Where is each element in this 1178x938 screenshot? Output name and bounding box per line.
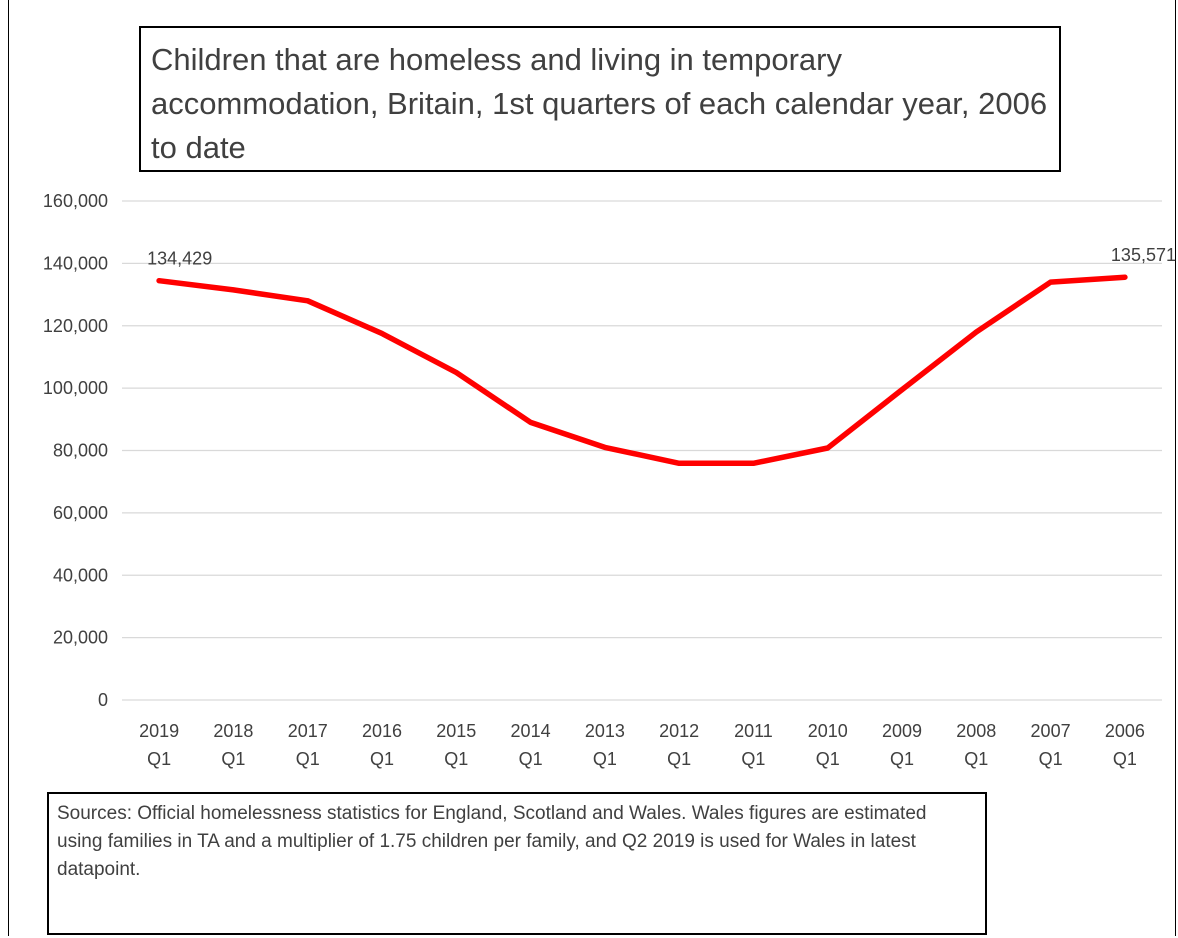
x-tick-label-quarter: Q1 — [667, 749, 691, 769]
y-tick-label: 80,000 — [53, 441, 108, 461]
series-line — [156, 274, 1128, 467]
x-tick-label-year: 2016 — [362, 721, 402, 741]
y-tick-label: 40,000 — [53, 565, 108, 585]
data-point — [899, 387, 905, 393]
x-tick-label-year: 2010 — [808, 721, 848, 741]
chart-title: Children that are homeless and living in… — [139, 26, 1061, 172]
y-tick-label: 100,000 — [43, 378, 108, 398]
x-tick-label-year: 2019 — [139, 721, 179, 741]
y-tick-label: 0 — [98, 690, 108, 710]
x-tick-label-quarter: Q1 — [741, 749, 765, 769]
data-point — [750, 460, 756, 466]
y-tick-label: 140,000 — [43, 253, 108, 273]
x-tick-label-year: 2012 — [659, 721, 699, 741]
x-tick-label-year: 2013 — [585, 721, 625, 741]
x-tick-label-year: 2008 — [956, 721, 996, 741]
x-tick-label-year: 2007 — [1031, 721, 1071, 741]
data-point — [156, 278, 162, 284]
x-tick-label-quarter: Q1 — [444, 749, 468, 769]
data-label: 135,571 — [1111, 245, 1176, 265]
y-tick-label: 60,000 — [53, 503, 108, 523]
data-point — [453, 370, 459, 376]
x-tick-label-year: 2017 — [288, 721, 328, 741]
chart-frame — [8, 0, 1176, 936]
x-tick-label-year: 2009 — [882, 721, 922, 741]
x-tick-label-quarter: Q1 — [221, 749, 245, 769]
data-point — [973, 329, 979, 335]
x-tick-label-year: 2011 — [734, 721, 773, 741]
data-point — [305, 298, 311, 304]
x-tick-label-quarter: Q1 — [816, 749, 840, 769]
data-point — [825, 445, 831, 451]
data-point — [379, 331, 385, 337]
x-tick-label-year: 2006 — [1105, 721, 1145, 741]
x-tick-label-quarter: Q1 — [964, 749, 988, 769]
x-tick-label-quarter: Q1 — [1113, 749, 1137, 769]
x-tick-label-quarter: Q1 — [890, 749, 914, 769]
data-point — [676, 460, 682, 466]
data-point — [230, 287, 236, 293]
data-point — [602, 444, 608, 450]
x-tick-label-year: 2018 — [213, 721, 253, 741]
x-tick-label-quarter: Q1 — [147, 749, 171, 769]
x-tick-label-quarter: Q1 — [1039, 749, 1063, 769]
data-point — [528, 419, 534, 425]
data-point — [1122, 274, 1128, 280]
data-point — [1048, 279, 1054, 285]
x-tick-label-year: 2015 — [436, 721, 476, 741]
x-tick-label-quarter: Q1 — [370, 749, 394, 769]
data-label: 134,429 — [147, 249, 212, 269]
x-tick-label-quarter: Q1 — [593, 749, 617, 769]
y-tick-label: 160,000 — [43, 191, 108, 211]
y-tick-label: 20,000 — [53, 628, 108, 648]
sources-note: Sources: Official homelessness statistic… — [47, 792, 987, 935]
x-tick-label-year: 2014 — [511, 721, 551, 741]
x-tick-label-quarter: Q1 — [519, 749, 543, 769]
y-tick-label: 120,000 — [43, 316, 108, 336]
x-tick-label-quarter: Q1 — [296, 749, 320, 769]
